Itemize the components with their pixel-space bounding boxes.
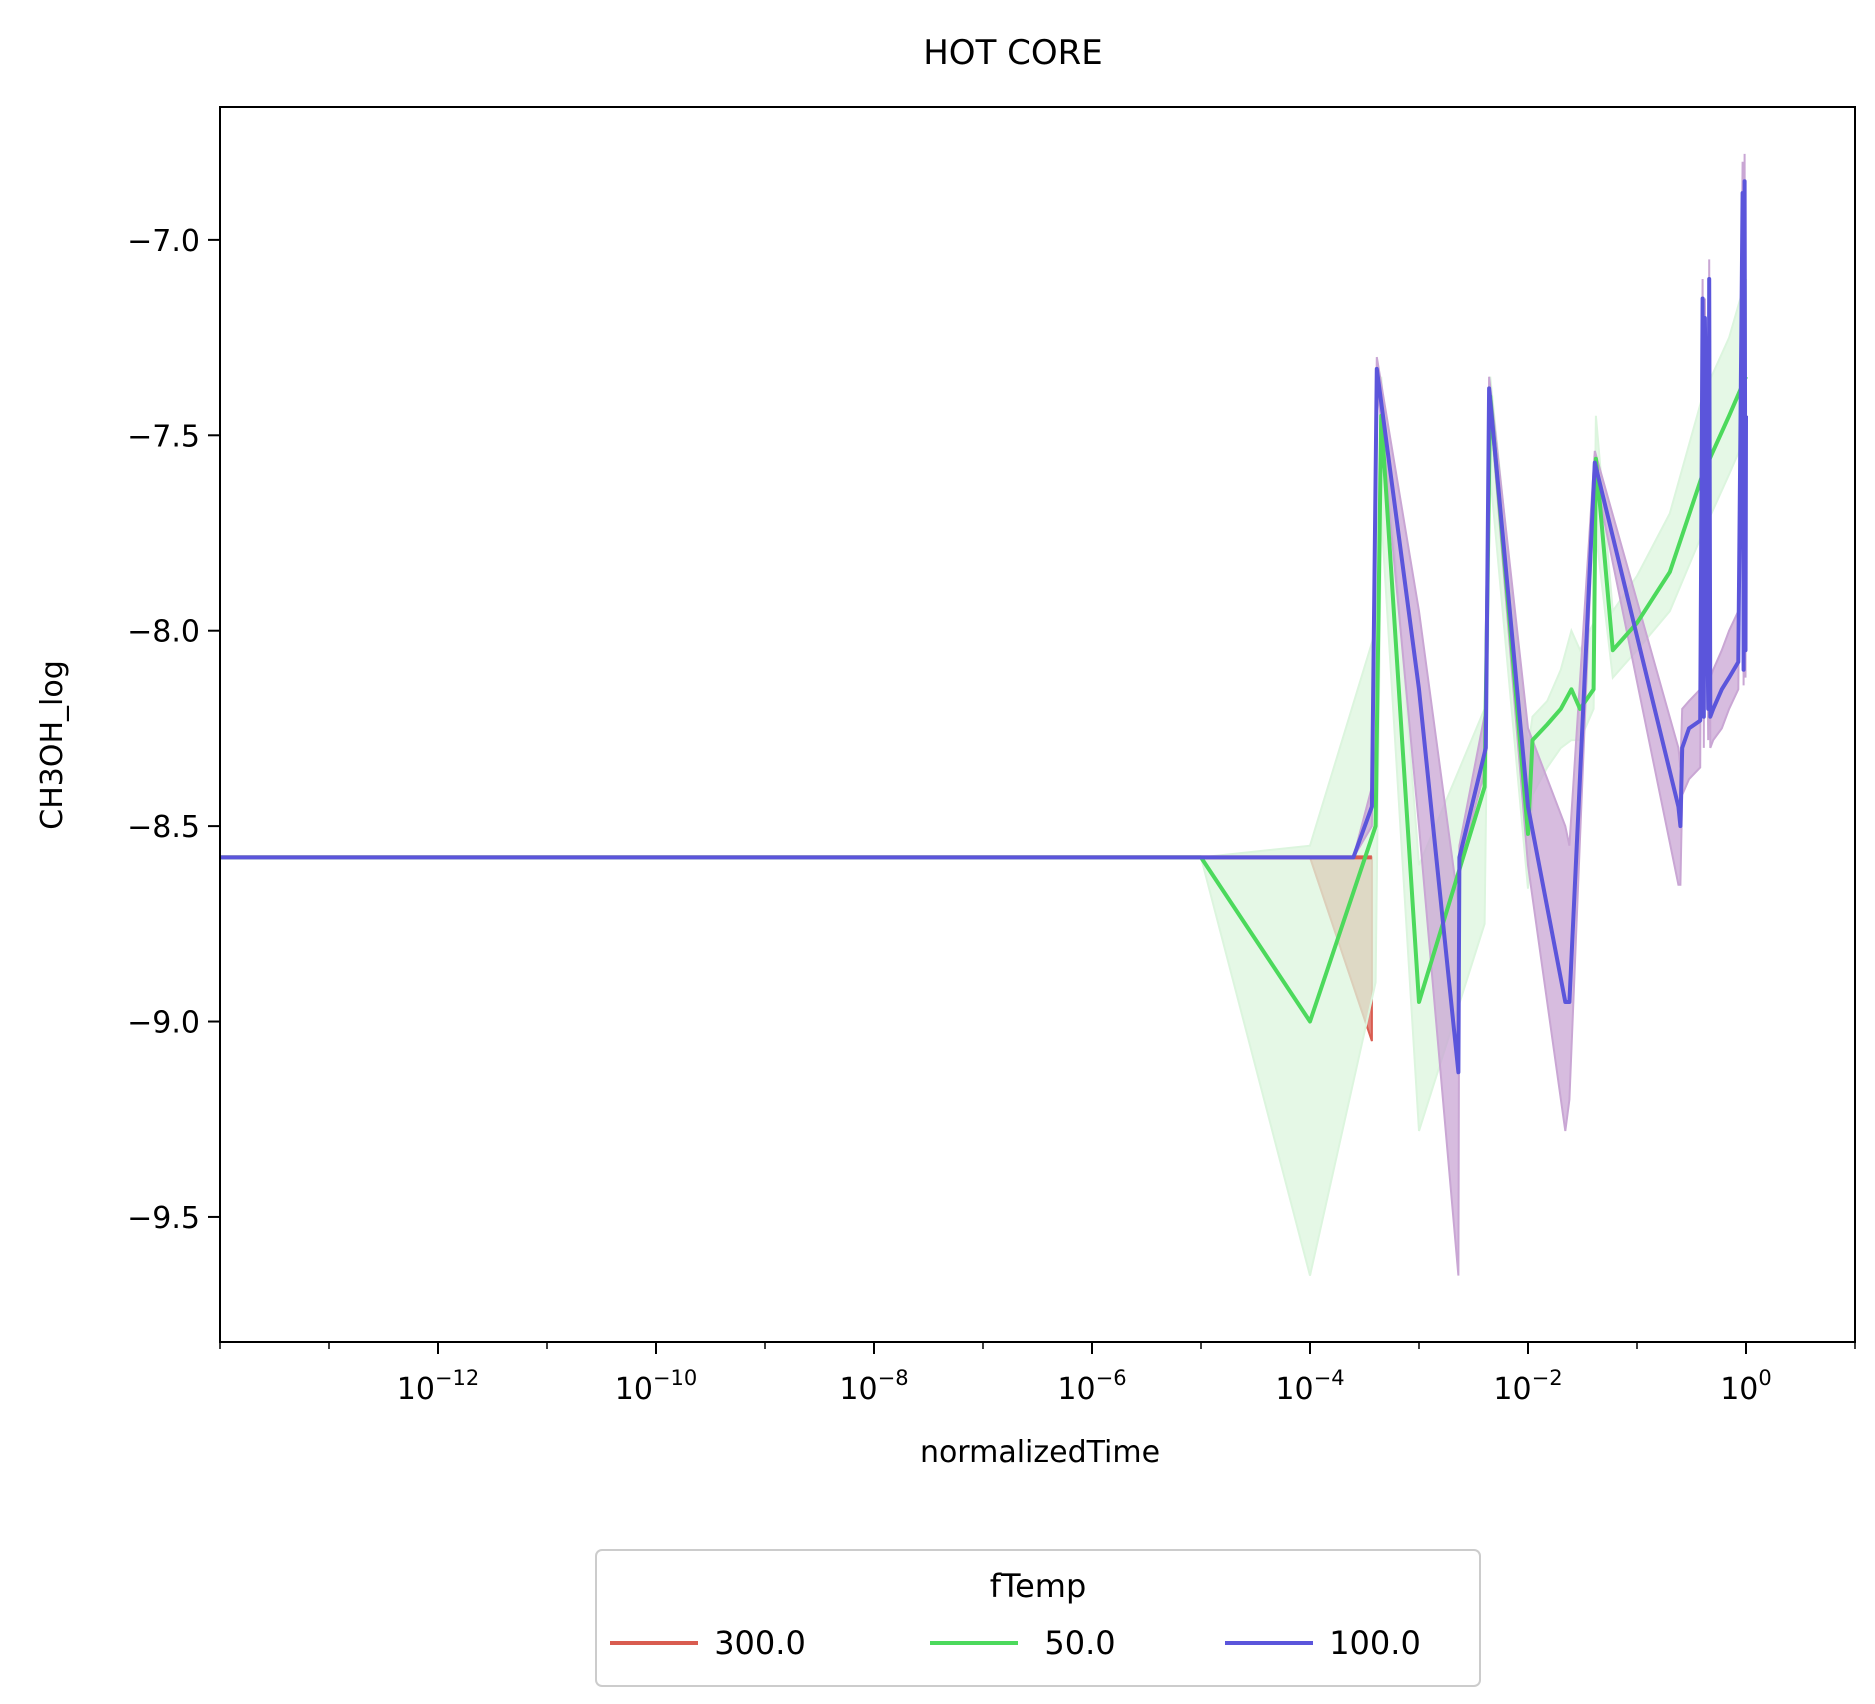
x-tick-label: 10−4	[1275, 1366, 1344, 1407]
x-tick-label: 10−10	[615, 1366, 698, 1407]
y-tick-label: −7.0	[127, 224, 200, 259]
series-line-100.0	[220, 179, 1748, 1075]
y-tick-label: −7.5	[127, 419, 200, 454]
y-tick-label: −8.0	[127, 615, 200, 650]
legend-frame	[595, 1549, 1481, 1687]
x-tick-label: 10−8	[839, 1366, 908, 1407]
legend-title: fTemp	[990, 1567, 1087, 1605]
plot-frame	[219, 106, 1856, 1343]
x-axis-label: normalizedTime	[920, 1435, 1160, 1470]
axes: 10−12 10−10 10−8 10−6 10−4 10−2 100 −7.0 −7.5 −8.…	[127, 106, 1856, 1407]
y-axis-label: CH3OH_log	[35, 660, 70, 830]
y-tick-label: −9.5	[127, 1201, 200, 1236]
legend-items: 300.0 50.0 100.0	[610, 1624, 1421, 1662]
y-tick-label: −9.0	[127, 1006, 200, 1041]
legend-label-50.0: 50.0	[1044, 1624, 1115, 1662]
series-band-300.0	[220, 856, 1373, 1042]
x-tick-label: 10−2	[1493, 1366, 1562, 1407]
series-line-50.0	[220, 375, 1748, 1024]
series-band-50.0	[220, 278, 1747, 1276]
legend-label-300.0: 300.0	[714, 1624, 806, 1662]
plot-area	[220, 153, 1748, 1276]
y-tick-label: −8.5	[127, 810, 200, 845]
x-tick-label: 100	[1720, 1366, 1772, 1407]
x-tick-label: 10−6	[1057, 1366, 1126, 1407]
x-tick-label: 10−12	[397, 1366, 480, 1407]
legend-label-100.0: 100.0	[1329, 1624, 1421, 1662]
chart-title: HOT CORE	[923, 33, 1103, 73]
legend: fTemp 300.0 50.0 100.0	[595, 1549, 1481, 1687]
